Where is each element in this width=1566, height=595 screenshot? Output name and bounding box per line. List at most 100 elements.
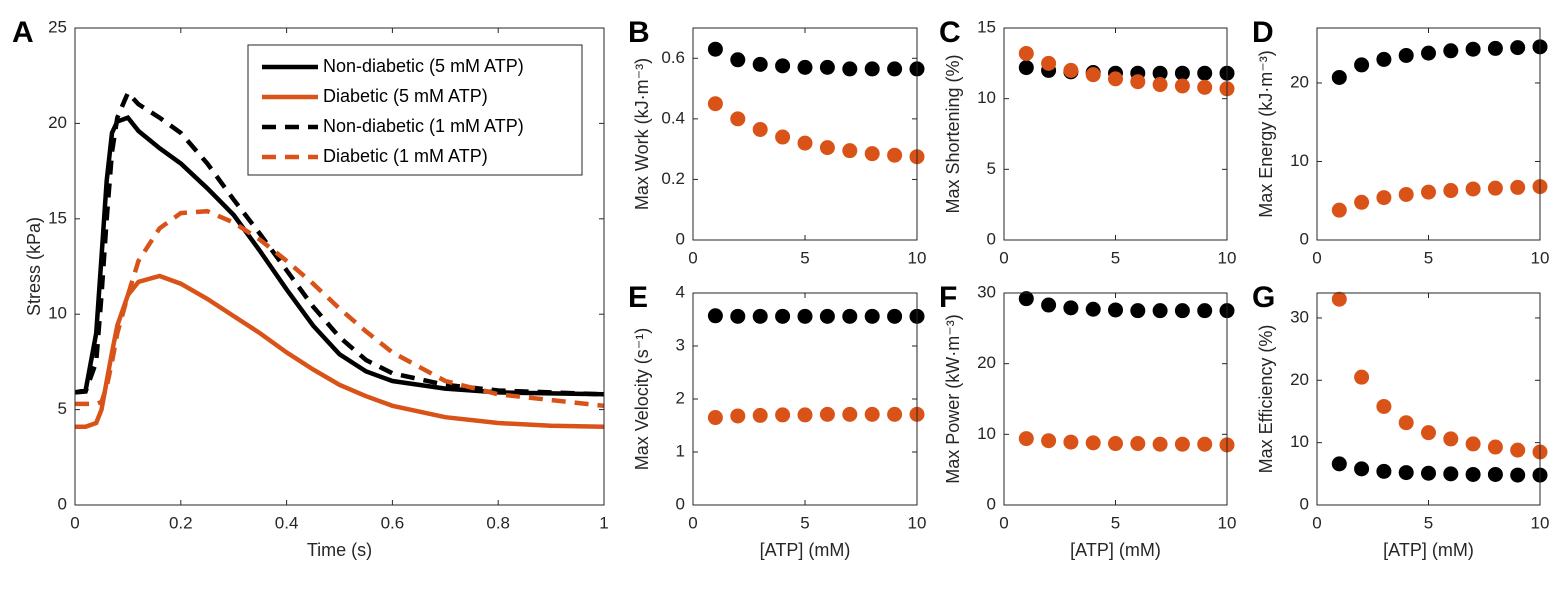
axes-frame [74,27,605,506]
point [1152,77,1168,93]
point [1443,43,1459,59]
point [775,129,791,145]
point [752,56,768,72]
point [707,410,723,426]
point [752,407,768,423]
point [1174,436,1190,452]
axes-frame [692,292,918,506]
y-tick-label: 30 [1290,307,1309,326]
point [1465,41,1481,57]
legend-label: Diabetic (1 mM ATP) [323,146,488,166]
point [1152,436,1168,452]
point [730,308,746,324]
point [819,308,835,324]
y-axis-label: Max Power (kW·m⁻³) [943,314,963,484]
x-tick-label: 10 [908,513,927,532]
point [842,406,858,422]
point [1152,303,1168,319]
point [1398,47,1414,63]
plot-area [1317,28,1540,240]
panel-label: D [1252,16,1274,49]
y-tick-label: 20 [977,353,996,372]
point [1443,431,1459,447]
point [1085,67,1101,83]
point [1331,456,1347,472]
x-tick-label: 0 [1312,248,1321,267]
x-tick-label: 0 [688,513,697,532]
y-tick-label: 0 [987,494,996,513]
point [707,96,723,112]
point [819,59,835,75]
x-tick-label: 5 [1111,248,1120,267]
point [864,406,880,422]
plot-area [693,293,917,505]
point [1421,45,1436,61]
point [1331,202,1347,218]
point [797,407,813,423]
y-tick-label: 20 [48,113,67,132]
point [1465,466,1481,482]
panel-label: A [12,16,34,49]
point [1331,69,1347,85]
point [1174,303,1190,319]
x-tick-label: 0.2 [169,513,193,532]
point [1152,65,1168,81]
point [1197,303,1213,319]
y-tick-label: 4 [676,282,685,301]
plot-area [1004,293,1227,505]
x-tick-label: 10 [1531,248,1550,267]
y-tick-label: 0 [58,494,67,513]
point [1197,79,1213,95]
y-axis-label: Max Efficiency (%) [1256,325,1276,474]
point [1376,190,1392,206]
point [842,308,858,324]
point [1487,439,1503,455]
point [752,308,768,324]
x-tick-label: 0.8 [486,513,510,532]
x-tick-label: 0.4 [275,513,299,532]
y-axis-label: Max Energy (kJ·m⁻³) [1256,50,1276,218]
point [1018,60,1034,76]
y-tick-label: 0 [987,229,996,248]
point [797,308,813,324]
point [1376,51,1392,67]
point [707,308,723,324]
x-axis-label: [ATP] (mM) [1383,540,1474,560]
y-tick-label: 15 [977,17,996,36]
point [1443,183,1459,199]
point [1085,435,1101,451]
point [1130,303,1146,319]
axes-frame [1003,27,1228,241]
point [1041,433,1057,449]
point [887,61,903,77]
point [1354,461,1370,477]
panel-label: C [939,16,961,49]
point [1354,57,1370,73]
y-axis-label: Max Shortening (%) [943,54,963,213]
x-tick-label: 5 [1424,248,1433,267]
x-tick-label: 10 [908,248,927,267]
point [775,407,791,423]
x-tick-label: 10 [1218,248,1237,267]
point [1421,465,1436,481]
y-axis-label: Max Work (kJ·m⁻³) [632,58,652,210]
line [74,88,605,397]
panel-label: G [1252,281,1275,314]
point [819,140,835,156]
y-tick-label: 10 [1290,432,1309,451]
point [797,135,813,151]
point [1041,297,1057,313]
y-axis-label: Max Velocity (s⁻¹) [632,328,652,471]
legend-label: Non-diabetic (5 mM ATP) [323,56,524,76]
point [707,41,723,57]
point [1398,415,1414,431]
point [1174,78,1190,94]
y-tick-label: 20 [1290,370,1309,389]
point [797,59,813,75]
point [1018,431,1034,447]
point [730,111,746,127]
point [864,61,880,77]
point [1487,40,1503,56]
point [1487,180,1503,196]
point [1108,302,1123,318]
